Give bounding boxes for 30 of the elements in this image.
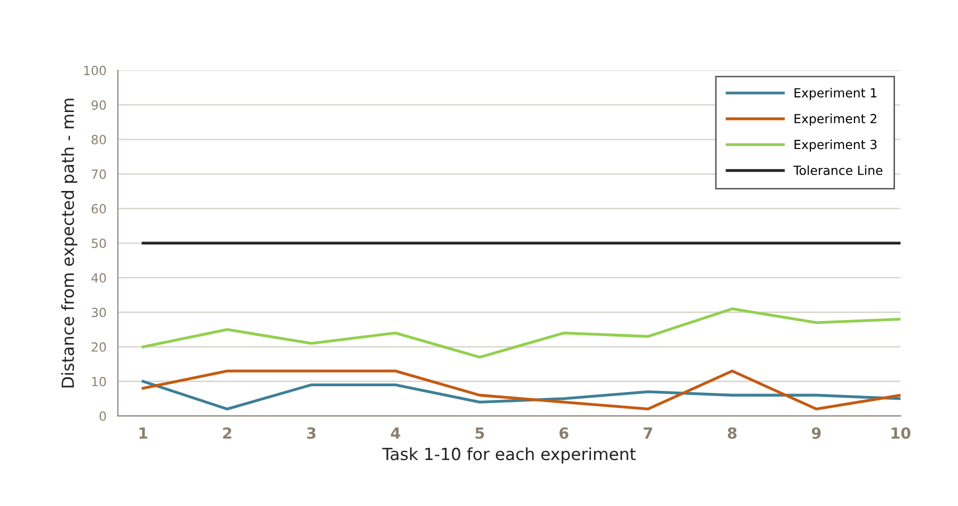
legend-label: Experiment 3: [794, 140, 877, 152]
y-tick-label: 40: [91, 273, 106, 283]
x-tick-label: 3: [307, 427, 316, 439]
x-tick-label: 2: [223, 427, 232, 439]
y-tick-label: 20: [92, 342, 106, 352]
line-series: [142, 370, 901, 410]
y-axis-title: Distance from expected path - mm: [61, 98, 78, 388]
legend-label: Tolerance Line: [793, 165, 882, 176]
x-tick-label: 5: [476, 428, 484, 439]
y-tick-label: 50: [92, 238, 106, 248]
y-tick-label: 0: [100, 411, 106, 421]
y-tick-label: 70: [92, 169, 106, 179]
line-series: [142, 307, 901, 359]
x-tick-label: 1: [139, 428, 148, 439]
x-axis-title: Task 1-10 for each experiment: [382, 447, 636, 464]
line-series: [142, 380, 901, 410]
y-tick-label: 60: [92, 204, 106, 214]
legend-label: Experiment 1: [794, 88, 876, 100]
y-tick-label: 100: [84, 66, 106, 76]
x-tick-label: 6: [560, 427, 568, 439]
x-tick-label: 8: [728, 427, 737, 439]
y-tick-label: 30: [92, 308, 106, 318]
x-tick-label: 4: [390, 428, 400, 439]
legend-label: Experiment 2: [794, 114, 876, 126]
x-tick-label: 10: [892, 427, 910, 439]
x-tick-label: 7: [644, 428, 652, 439]
y-tick-label: 80: [92, 134, 106, 144]
x-tick-label: 9: [812, 427, 821, 439]
y-tick-label: 10: [92, 376, 106, 386]
y-tick-label: 90: [92, 100, 106, 110]
